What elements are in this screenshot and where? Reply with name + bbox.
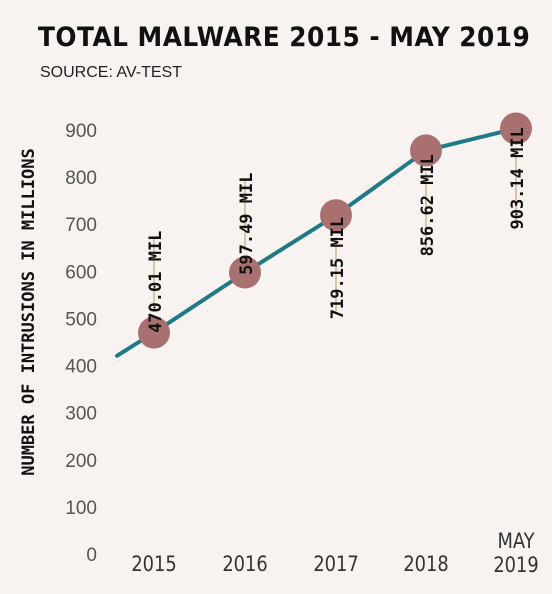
y-tick-label: 800 bbox=[65, 168, 97, 189]
y-tick-label: 300 bbox=[65, 404, 97, 425]
y-tick-label: 900 bbox=[65, 121, 97, 142]
y-tick-label: 700 bbox=[65, 215, 97, 236]
y-tick-label: 600 bbox=[65, 262, 97, 283]
y-tick-label: 200 bbox=[65, 451, 97, 472]
series-line bbox=[115, 126, 518, 358]
y-tick-label: 400 bbox=[65, 357, 97, 378]
data-point bbox=[500, 112, 532, 145]
y-tick-label: 500 bbox=[65, 309, 97, 330]
x-tick-label: MAY 2019 bbox=[493, 529, 538, 578]
data-label: 719.15 MIL bbox=[328, 217, 348, 319]
data-label: 470.01 MIL bbox=[146, 231, 166, 333]
chart-source: SOURCE: AV-TEST bbox=[40, 64, 182, 81]
y-tick-label: 0 bbox=[86, 545, 97, 566]
data-point bbox=[229, 256, 261, 289]
data-point bbox=[410, 134, 442, 167]
x-tick-label: 2018 bbox=[403, 552, 448, 577]
data-label: 903.14 MIL bbox=[508, 127, 528, 229]
data-point bbox=[138, 316, 170, 349]
x-tick-label: 2017 bbox=[313, 552, 358, 577]
data-label: 597.49 MIL bbox=[237, 173, 257, 275]
x-tick-label: 2016 bbox=[222, 552, 267, 577]
data-point bbox=[320, 199, 352, 232]
x-tick-label: 2015 bbox=[131, 552, 176, 577]
data-label: 856.62 MIL bbox=[418, 154, 438, 256]
y-tick-label: 100 bbox=[65, 498, 97, 519]
chart-title: TOTAL MALWARE 2015 - MAY 2019 bbox=[38, 22, 531, 53]
